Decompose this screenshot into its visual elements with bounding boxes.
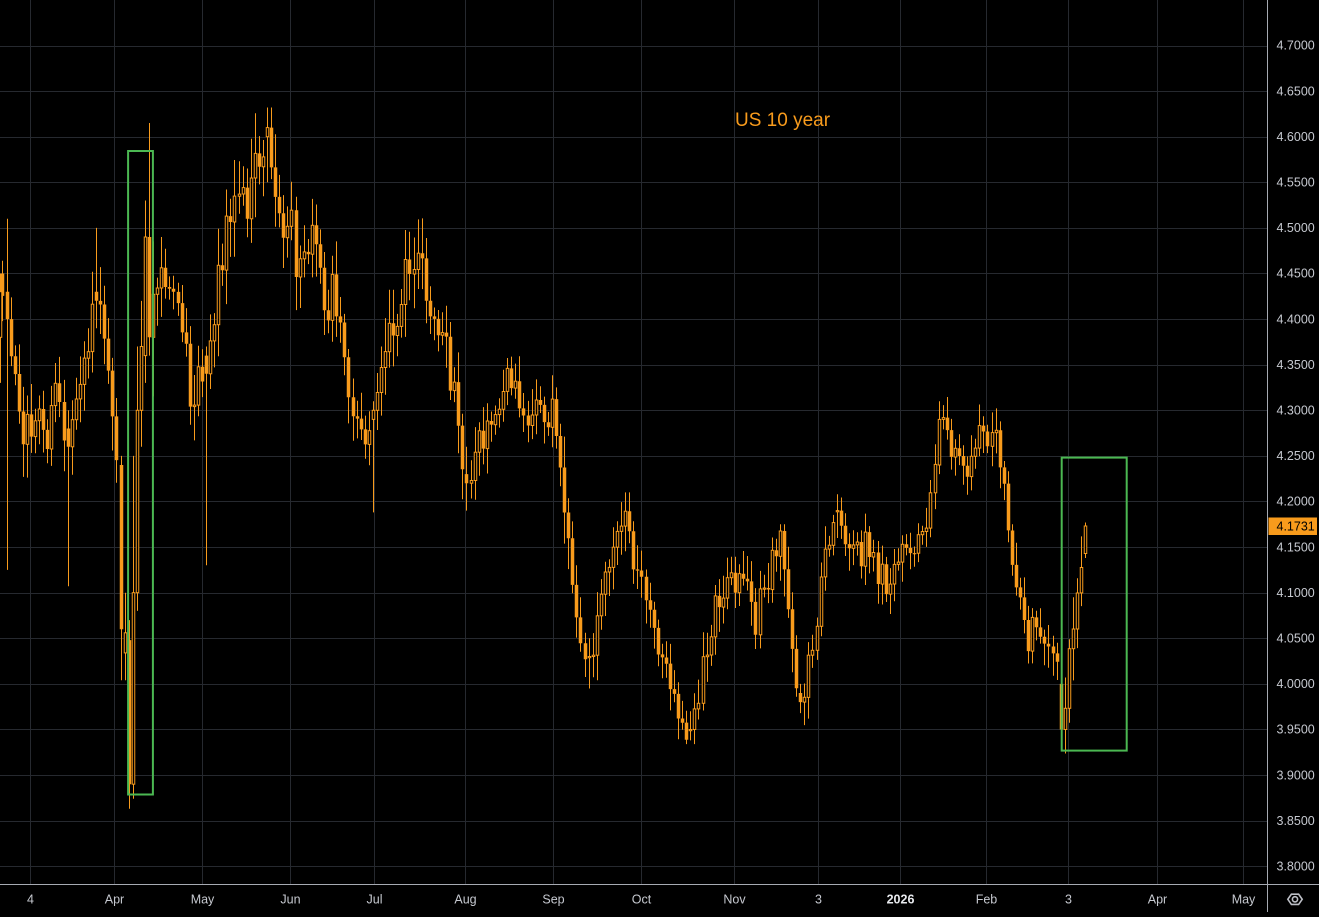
svg-text:Nov: Nov — [723, 893, 746, 907]
svg-text:Jun: Jun — [280, 893, 300, 907]
svg-text:Jul: Jul — [367, 893, 383, 907]
svg-text:4.6500: 4.6500 — [1277, 84, 1315, 98]
svg-text:Aug: Aug — [454, 893, 476, 907]
svg-text:4.3000: 4.3000 — [1277, 404, 1315, 418]
svg-text:3.8000: 3.8000 — [1277, 860, 1315, 874]
svg-text:4.0500: 4.0500 — [1277, 632, 1315, 646]
svg-text:4.6000: 4.6000 — [1277, 130, 1315, 144]
svg-text:4.4000: 4.4000 — [1277, 312, 1315, 326]
svg-text:4.2000: 4.2000 — [1277, 495, 1315, 509]
svg-text:4.1000: 4.1000 — [1277, 586, 1315, 600]
svg-text:3.9500: 3.9500 — [1277, 723, 1315, 737]
svg-text:4.4500: 4.4500 — [1277, 267, 1315, 281]
svg-text:3.9000: 3.9000 — [1277, 768, 1315, 782]
svg-text:US 10 year: US 10 year — [735, 110, 831, 131]
svg-text:4.5000: 4.5000 — [1277, 221, 1315, 235]
svg-text:4.2500: 4.2500 — [1277, 449, 1315, 463]
svg-text:4.1731: 4.1731 — [1277, 520, 1315, 534]
svg-text:May: May — [1232, 893, 1256, 907]
svg-text:4.5500: 4.5500 — [1277, 176, 1315, 190]
svg-text:4.3500: 4.3500 — [1277, 358, 1315, 372]
svg-text:4: 4 — [27, 893, 34, 907]
svg-text:3: 3 — [815, 893, 822, 907]
svg-text:3: 3 — [1065, 893, 1072, 907]
svg-text:Oct: Oct — [632, 893, 652, 907]
svg-text:Sep: Sep — [542, 893, 564, 907]
svg-text:Apr: Apr — [1148, 893, 1167, 907]
svg-text:Apr: Apr — [105, 893, 124, 907]
svg-text:May: May — [191, 893, 215, 907]
svg-text:4.0000: 4.0000 — [1277, 677, 1315, 691]
svg-text:4.7000: 4.7000 — [1277, 39, 1315, 53]
svg-text:3.8500: 3.8500 — [1277, 814, 1315, 828]
svg-text:4.1500: 4.1500 — [1277, 540, 1315, 554]
svg-text:Feb: Feb — [976, 893, 998, 907]
svg-text:2026: 2026 — [887, 893, 915, 907]
